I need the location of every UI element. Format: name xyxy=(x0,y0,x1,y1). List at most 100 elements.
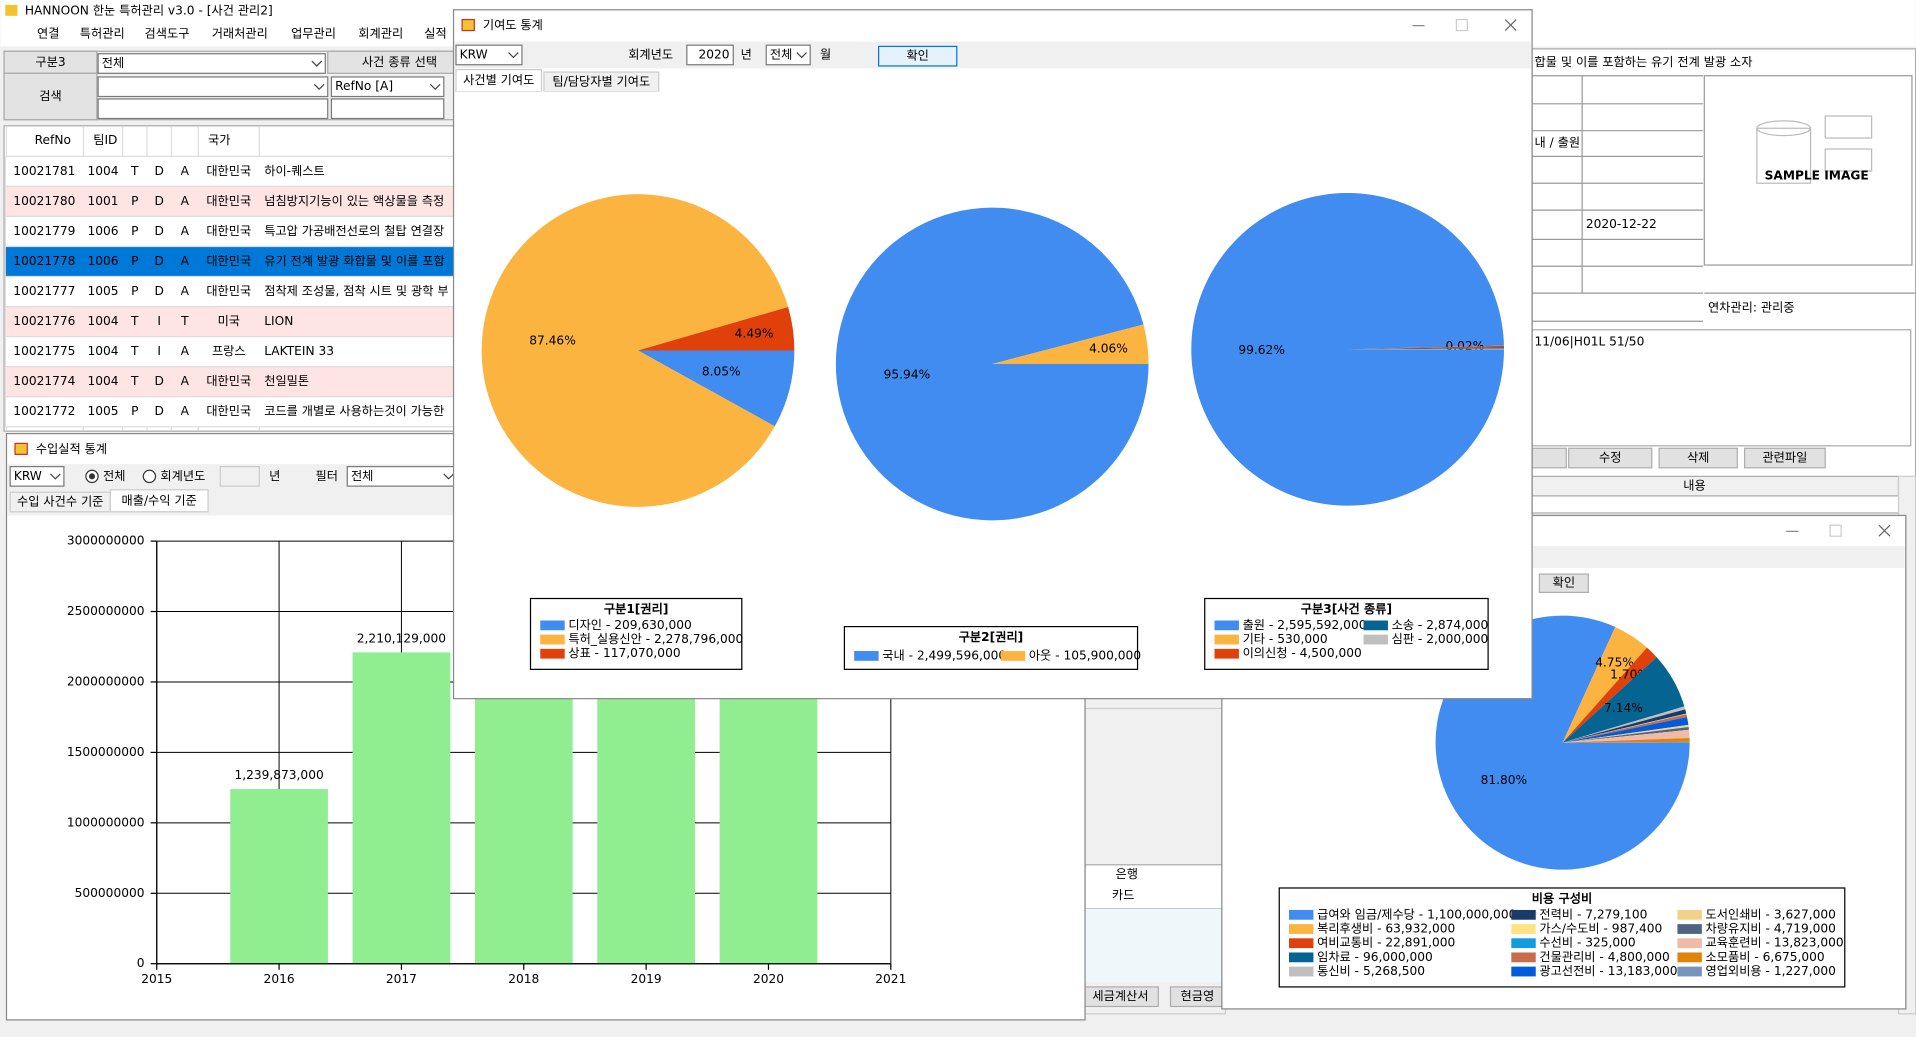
menu-item[interactable]: 업무관리 xyxy=(291,27,336,41)
radio[interactable] xyxy=(142,469,157,484)
table-cell[interactable]: D xyxy=(154,404,163,418)
table-cell[interactable]: A xyxy=(181,344,190,358)
table-cell[interactable]: P xyxy=(131,224,138,238)
text-input[interactable] xyxy=(97,98,329,120)
table-cell[interactable]: 1004 xyxy=(87,164,118,178)
button-label[interactable]: 삭제 xyxy=(1687,451,1709,465)
combo-value[interactable]: RefNo [A] xyxy=(335,79,393,93)
table-cell[interactable]: 대한민국 xyxy=(206,404,251,418)
label[interactable]: 전체 xyxy=(103,469,125,483)
table-cell[interactable]: 1005 xyxy=(87,284,118,298)
table-cell[interactable]: A xyxy=(181,224,190,238)
table-cell[interactable]: 코드를 개별로 사용하는것이 가능한 xyxy=(264,404,444,418)
table-cell[interactable]: 10021781 xyxy=(13,164,75,178)
table-cell[interactable]: LAKTEIN 33 xyxy=(264,344,334,358)
menu-item[interactable]: 회계관리 xyxy=(358,27,403,41)
table-row[interactable] xyxy=(4,366,456,398)
combo-value[interactable]: KRW xyxy=(460,47,488,61)
table-cell[interactable]: 대한민국 xyxy=(206,254,251,268)
button-label[interactable]: 사건 종류 선택 xyxy=(362,55,437,69)
table-cell[interactable]: A xyxy=(181,284,190,298)
table-cell[interactable]: T xyxy=(130,164,139,178)
table-cell[interactable]: I xyxy=(157,314,161,328)
table-cell[interactable]: 10021774 xyxy=(13,374,75,388)
button-label[interactable]: 관련파일 xyxy=(1762,451,1807,465)
table-cell[interactable]: A xyxy=(181,254,190,268)
button-label[interactable]: 세금계산서 xyxy=(1092,989,1148,1003)
combo-value[interactable]: 전체 xyxy=(351,469,373,483)
table-cell[interactable]: D xyxy=(154,374,163,388)
combo-box[interactable] xyxy=(330,76,445,98)
table-cell[interactable]: A xyxy=(181,164,190,178)
menu-item[interactable]: 연결 xyxy=(37,27,59,41)
table-cell[interactable]: T xyxy=(130,374,139,388)
button-label[interactable]: 현금영 xyxy=(1181,989,1215,1003)
tab-label[interactable]: 수입 사건수 기준 xyxy=(17,495,103,509)
combo-box[interactable] xyxy=(9,465,65,487)
table-cell[interactable]: 대한민국 xyxy=(206,224,251,238)
combo-box[interactable] xyxy=(765,44,811,66)
tab-label[interactable]: 팀/담당자별 기여도 xyxy=(552,74,650,88)
table-cell[interactable]: 넘침방지기능이 있는 액상물을 측정 xyxy=(264,194,444,208)
button-label[interactable]: 확인 xyxy=(1553,576,1575,590)
table-cell[interactable]: 1004 xyxy=(87,374,118,388)
button[interactable] xyxy=(1658,447,1738,469)
table-cell[interactable]: 1006 xyxy=(87,224,118,238)
menu-item[interactable]: 특허관리 xyxy=(80,27,125,41)
table-row[interactable] xyxy=(4,396,456,428)
table-cell[interactable]: 프랑스 xyxy=(212,344,246,358)
table-cell[interactable]: D xyxy=(154,224,163,238)
combo-box[interactable] xyxy=(455,44,523,66)
button[interactable] xyxy=(877,45,958,67)
table-cell[interactable]: P xyxy=(131,194,138,208)
table-cell[interactable]: 1004 xyxy=(87,344,118,358)
table-cell[interactable]: 1005 xyxy=(87,404,118,418)
menu-item[interactable]: 검색도구 xyxy=(145,27,190,41)
button-label[interactable]: 수정 xyxy=(1599,451,1621,465)
table-cell[interactable]: P xyxy=(131,254,138,268)
table-cell[interactable]: 10021776 xyxy=(13,314,75,328)
table-cell[interactable]: 1001 xyxy=(87,194,118,208)
menu-item[interactable]: 거래처관리 xyxy=(212,27,268,41)
table-row[interactable] xyxy=(4,275,456,308)
table-cell[interactable]: LION xyxy=(264,314,293,328)
table-cell[interactable]: A xyxy=(181,374,190,388)
table-cell[interactable]: D xyxy=(154,164,163,178)
table-cell[interactable]: 10021777 xyxy=(13,284,75,298)
table-cell[interactable]: 하이-퀘스트 xyxy=(264,164,325,178)
table-cell[interactable]: T xyxy=(130,344,139,358)
table-cell[interactable]: 점착제 조성물, 점착 시트 및 광학 부 xyxy=(264,284,448,298)
combo-value[interactable]: 전체 xyxy=(102,56,124,70)
table-cell[interactable]: 1006 xyxy=(87,254,118,268)
text-input[interactable] xyxy=(330,98,445,120)
table-cell[interactable]: A xyxy=(181,194,190,208)
table-cell[interactable]: P xyxy=(131,404,138,418)
table-cell[interactable]: 대한민국 xyxy=(206,374,251,388)
table-cell[interactable]: 대한민국 xyxy=(206,284,251,298)
button[interactable] xyxy=(1568,447,1653,469)
combo-box[interactable] xyxy=(97,53,326,74)
label[interactable]: 회계년도 xyxy=(160,469,205,483)
table-cell[interactable]: T xyxy=(180,314,189,328)
table-cell[interactable]: T xyxy=(130,314,139,328)
table-cell[interactable]: 10021779 xyxy=(13,224,75,238)
table-cell[interactable]: I xyxy=(157,344,161,358)
text-input[interactable] xyxy=(686,44,734,66)
combo-value[interactable]: 전체 xyxy=(770,47,792,61)
table-cell[interactable]: 유기 전계 발광 화합물 및 이를 포함 xyxy=(264,254,444,268)
table-cell[interactable]: 미국 xyxy=(218,314,240,328)
text-input[interactable] xyxy=(219,465,260,487)
table-row[interactable] xyxy=(4,155,456,188)
table-cell[interactable]: 10021772 xyxy=(13,404,75,418)
menu-item[interactable]: 실적 xyxy=(424,27,446,41)
table-cell[interactable]: 10021778 xyxy=(13,254,75,268)
combo-value[interactable]: KRW xyxy=(14,469,42,483)
year-value[interactable]: 2020 xyxy=(699,47,730,61)
tab-label[interactable]: 사건별 기여도 xyxy=(463,73,534,87)
button[interactable] xyxy=(1538,573,1589,594)
table-cell[interactable]: D xyxy=(154,284,163,298)
table-cell[interactable]: 10021775 xyxy=(13,344,75,358)
button[interactable] xyxy=(1743,447,1826,469)
table-cell[interactable]: 대한민국 xyxy=(206,164,251,178)
button[interactable] xyxy=(1531,447,1567,469)
